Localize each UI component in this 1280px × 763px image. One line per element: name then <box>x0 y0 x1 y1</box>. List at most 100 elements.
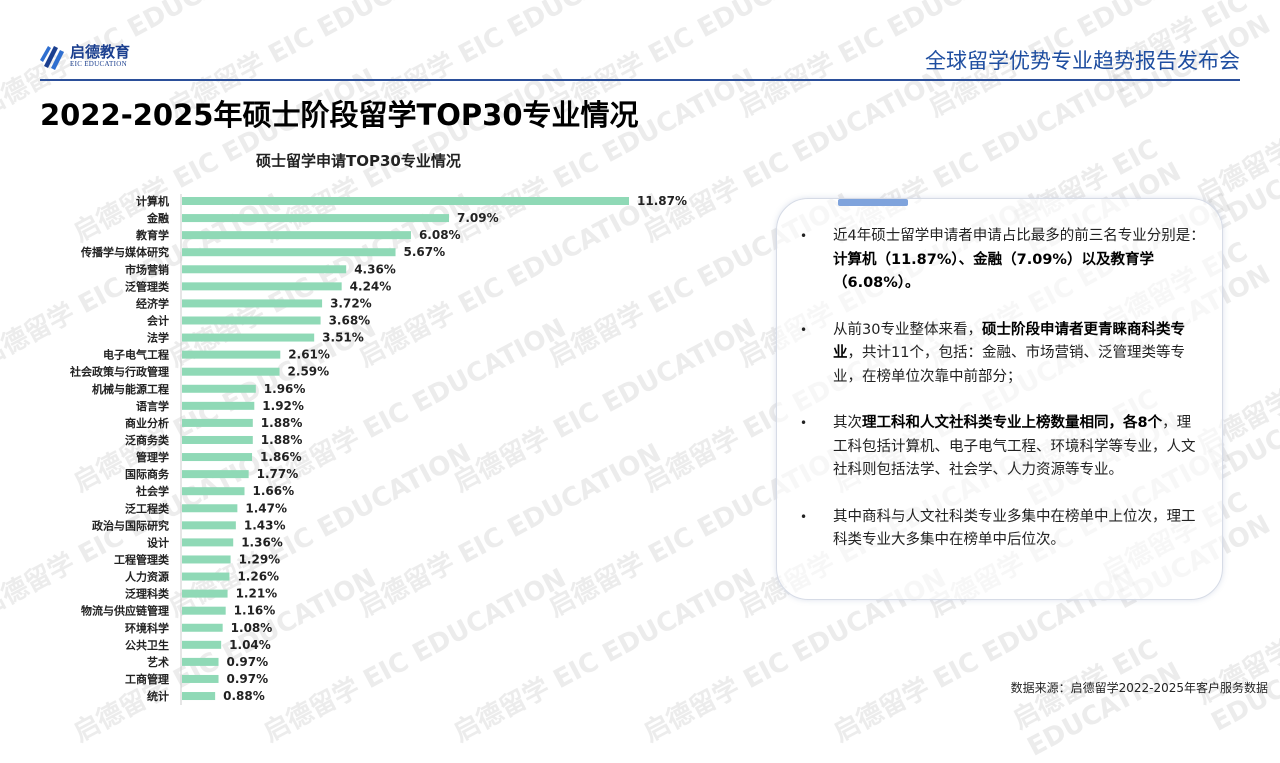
page-title: 2022-2025年硕士阶段留学TOP30专业情况 <box>40 98 639 132</box>
summary-box <box>776 198 1223 600</box>
bar <box>182 265 347 274</box>
category-label: 金融 <box>146 211 169 225</box>
event-title: 全球留学优势专业趋势报告发布会 <box>925 49 1240 73</box>
watermark: 启德留学 EIC EDUCATION <box>1008 633 1186 763</box>
logo-text-cn: 启德教育 <box>70 43 131 61</box>
category-label: 工程管理类 <box>114 552 170 566</box>
bar-chart: 计算机 11.87% 金融 7.09% 教育学 6.08% 传播学与媒体研究 5.67% 市场营… <box>69 194 687 705</box>
category-label: 统计 <box>147 689 169 703</box>
value-label: 3.72% <box>330 296 372 310</box>
text: 从前30专业整体来看， <box>833 321 982 338</box>
text: 其次 <box>833 415 862 431</box>
bar <box>182 521 236 530</box>
summary-bullet: • 其次理工科和人文社科类专业上榜数量相同，各8个，理工科包括计算机、电子电气工程… <box>800 412 1205 483</box>
bar <box>182 401 255 410</box>
bar <box>182 384 256 393</box>
bar <box>182 316 321 325</box>
value-label: 5.67% <box>404 245 446 259</box>
value-label: 1.08% <box>231 621 273 635</box>
value-label: 1.88% <box>261 433 303 447</box>
category-label: 环境科学 <box>125 621 169 635</box>
category-label: 泛工程类 <box>125 501 170 515</box>
text: 近4年硕士留学申请者申请占比最多的前三名专业分别是： <box>833 228 1205 244</box>
bullet-dot-icon: • <box>800 322 808 337</box>
bar <box>182 453 253 462</box>
category-label: 教育学 <box>135 228 169 242</box>
summary-bullets: • 近4年硕士留学申请者申请占比最多的前三名专业分别是： 计算机（11.87%）、金… <box>800 225 1205 576</box>
logo: 启德教育 EIC EDUCATION <box>40 42 130 70</box>
bold-text: 理工科和人文社科类专业上榜数量相同，各8个 <box>862 415 1163 431</box>
category-label: 国际商务 <box>125 467 170 481</box>
text: ，理工科包括计算机、电子电气工程、环境科学等专业，人文社科则包括法学、社会学、人… <box>833 415 1196 478</box>
category-label: 计算机 <box>136 194 169 208</box>
bar <box>182 214 449 223</box>
bar <box>182 299 323 308</box>
data-source: 数据来源：启德留学2022-2025年客户服务数据 <box>1010 681 1268 695</box>
category-label: 工商管理 <box>125 672 169 686</box>
watermark: 启德留学 EIC EDUCATION <box>1191 609 1280 738</box>
category-label: 公共卫生 <box>125 638 169 652</box>
value-label: 1.16% <box>234 604 276 618</box>
category-label: 物流与供应链管理 <box>81 604 169 618</box>
bar <box>182 504 238 513</box>
bar <box>182 640 222 649</box>
value-label: 1.88% <box>261 416 303 430</box>
category-label: 语言学 <box>136 399 169 413</box>
bar <box>182 282 342 291</box>
bullet-text: 其次理工科和人文社科类专业上榜数量相同，各8个，理工科包括计算机、电子电气工程、… <box>833 412 1205 483</box>
bar <box>182 657 219 666</box>
value-label: 1.29% <box>239 552 281 566</box>
bar <box>182 606 226 615</box>
category-label: 设计 <box>147 535 169 549</box>
summary-bullet: • 近4年硕士留学申请者申请占比最多的前三名专业分别是： 计算机（11.87%）、金… <box>800 225 1205 296</box>
summary-bullet: • 从前30专业整体来看，硕士阶段申请者更青睐商科类专业，共计11个，包括：金融、… <box>800 319 1205 390</box>
value-label: 1.86% <box>260 450 302 464</box>
value-label: 3.68% <box>329 313 371 327</box>
value-label: 0.97% <box>227 655 269 669</box>
bar <box>182 350 281 359</box>
value-label: 1.92% <box>262 399 304 413</box>
bar <box>182 572 230 581</box>
header-divider <box>40 79 1240 81</box>
text: ，共计11个，包括：金融、市场营销、泛管理类等专业，在榜单位次靠中前部分； <box>833 345 1185 385</box>
category-label: 人力资源 <box>125 570 169 584</box>
bar <box>182 367 280 376</box>
logo-icon <box>40 46 64 70</box>
category-label: 经济学 <box>136 296 169 310</box>
bar <box>182 555 231 564</box>
value-label: 0.97% <box>227 672 269 686</box>
value-label: 0.88% <box>223 689 265 703</box>
bar <box>182 418 253 427</box>
value-label: 1.96% <box>264 382 306 396</box>
summary-bullet: • 其中商科与人文社科类专业多集中在榜单中上位次，理工科类专业大多集中在榜单中后位… <box>800 506 1205 553</box>
bullet-dot-icon: • <box>800 509 808 524</box>
value-label: 1.26% <box>237 570 279 584</box>
bar <box>182 623 223 632</box>
bullet-dot-icon: • <box>800 229 808 243</box>
bullet-text: 其中商科与人文社科类专业多集中在榜单中上位次，理工科类专业大多集中在榜单中后位次… <box>833 506 1205 553</box>
bar <box>182 589 228 598</box>
value-label: 3.51% <box>322 331 364 345</box>
bar <box>182 333 315 342</box>
value-label: 2.61% <box>288 348 330 362</box>
value-label: 1.36% <box>241 535 283 549</box>
bar <box>182 248 396 257</box>
value-label: 11.87% <box>637 194 687 208</box>
bullet-text: 近4年硕士留学申请者申请占比最多的前三名专业分别是： 计算机（11.87%）、金融… <box>833 225 1205 296</box>
bar <box>182 197 629 205</box>
category-label: 政治与国际研究 <box>92 518 169 532</box>
category-label: 泛商务类 <box>125 433 170 447</box>
logo-text-en: EIC EDUCATION <box>70 60 127 68</box>
value-label: 1.43% <box>244 518 286 532</box>
category-label: 电子电气工程 <box>103 348 169 362</box>
value-label: 1.04% <box>229 638 271 652</box>
category-label: 泛管理类 <box>125 279 170 293</box>
bold-text: 计算机（11.87%）、金融（7.09%）以及教育学（6.08%）。 <box>833 251 1154 292</box>
value-label: 1.66% <box>253 484 295 498</box>
value-label: 6.08% <box>419 228 461 242</box>
chart-title: 硕士留学申请TOP30专业情况 <box>256 152 461 170</box>
value-label: 4.36% <box>354 262 396 276</box>
category-label: 社会学 <box>135 484 169 498</box>
bullet-dot-icon: • <box>800 416 808 430</box>
bullet-text: 从前30专业整体来看，硕士阶段申请者更青睐商科类专业，共计11个，包括：金融、市… <box>833 319 1205 390</box>
